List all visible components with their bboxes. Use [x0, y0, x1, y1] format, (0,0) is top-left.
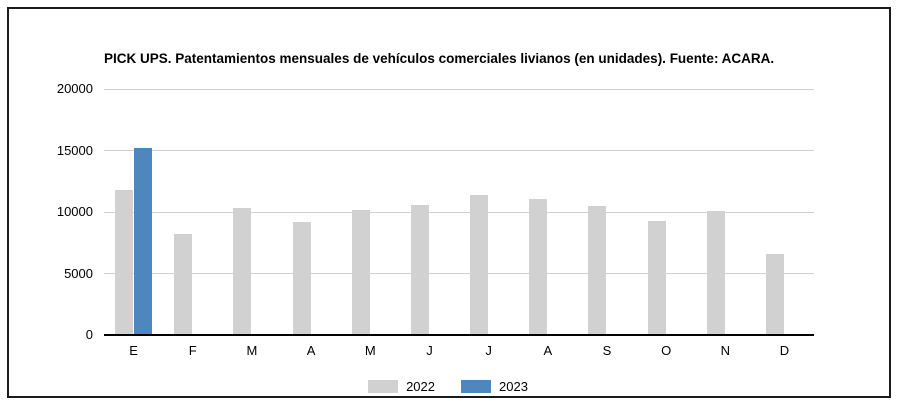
bar-slot-2022-4 [351, 89, 370, 335]
gridline-20000 [104, 88, 814, 90]
bar-2022-7 [529, 199, 548, 335]
bar-slot-2023-2 [252, 89, 270, 335]
gridline-15000 [104, 150, 814, 151]
legend-item-2022: 2022 [368, 379, 435, 394]
bar-slot-2023-6 [489, 89, 507, 335]
bar-slot-2022-1 [174, 89, 193, 335]
bar-2022-5 [410, 204, 429, 335]
bar-group-8 [577, 89, 636, 335]
bar-slot-2022-9 [647, 89, 666, 335]
x-axis-label-11: D [779, 343, 790, 358]
legend-label-2023: 2023 [499, 379, 528, 394]
bar-2022-2 [233, 208, 252, 335]
bar-group-10 [696, 89, 755, 335]
legend-label-2022: 2022 [406, 379, 435, 394]
bar-group-1 [163, 89, 222, 335]
bar-2022-0 [115, 189, 134, 335]
y-axis-label-0: 0 [85, 327, 93, 342]
bar-slot-2022-11 [765, 89, 784, 335]
bar-2022-4 [351, 209, 370, 335]
x-axis-line [104, 334, 814, 336]
x-axis-label-7: A [543, 343, 553, 358]
chart-title: PICK UPS. Patentamientos mensuales de ve… [104, 51, 775, 66]
bar-group-2 [222, 89, 281, 335]
plot-area [104, 88, 814, 336]
bar-group-4 [341, 89, 400, 335]
bar-2022-8 [588, 205, 607, 335]
y-axis-label-15000: 15000 [56, 142, 93, 158]
bar-groups [104, 89, 814, 335]
y-axis-label-10000: 10000 [56, 204, 93, 219]
legend-item-2023: 2023 [461, 379, 528, 394]
bar-2022-11 [765, 254, 784, 335]
y-axis-label-5000: 5000 [64, 265, 93, 281]
x-axis-label-2: M [246, 343, 258, 358]
bar-slot-2022-0 [115, 89, 134, 335]
bar-slot-2023-9 [667, 89, 685, 335]
x-axis-label-0: E [129, 343, 138, 358]
bar-slot-2023-11 [785, 89, 803, 335]
x-axis-label-10: N [720, 343, 730, 358]
bar-group-7 [518, 89, 577, 335]
bar-2022-1 [174, 233, 193, 335]
bar-group-9 [637, 89, 696, 335]
bar-slot-2022-10 [706, 89, 725, 335]
bar-group-11 [755, 89, 814, 335]
y-axis-label-20000: 20000 [56, 81, 93, 96]
bar-2022-6 [470, 194, 489, 335]
bar-2022-10 [706, 211, 725, 335]
bar-slot-2023-8 [607, 89, 625, 335]
bar-slot-2023-3 [312, 89, 330, 335]
gridline-10000 [104, 211, 814, 213]
bar-2023-0 [134, 148, 153, 335]
legend-swatch-2022 [368, 380, 399, 393]
bar-slot-2023-10 [726, 89, 744, 335]
x-axis-label-3: A [306, 343, 316, 358]
bar-2022-9 [647, 220, 666, 335]
bar-slot-2022-3 [292, 89, 311, 335]
bar-group-3 [282, 89, 341, 335]
x-axis-label-8: S [602, 343, 612, 358]
bar-slot-2022-7 [529, 89, 548, 335]
bar-2022-3 [292, 221, 311, 335]
bar-slot-2023-4 [371, 89, 389, 335]
bar-slot-2022-8 [588, 89, 607, 335]
x-axis-label-5: J [426, 343, 433, 358]
bar-slot-2022-6 [470, 89, 489, 335]
bar-group-5 [400, 89, 459, 335]
bar-slot-2022-2 [233, 89, 252, 335]
x-axis-label-9: O [661, 343, 672, 358]
legend-swatch-2023 [461, 380, 491, 393]
x-axis-label-1: F [188, 343, 197, 358]
bar-group-0 [104, 89, 163, 335]
gridline-5000 [104, 273, 814, 274]
x-axis-label-6: J [485, 343, 492, 358]
chart-frame: PICK UPS. Patentamientos mensuales de ve… [7, 7, 891, 398]
bar-slot-2023-5 [430, 89, 448, 335]
bar-slot-2023-1 [193, 89, 211, 335]
legend: 2022 2023 [16, 379, 880, 394]
bar-slot-2022-5 [410, 89, 429, 335]
x-axis-label-4: M [364, 343, 376, 358]
bar-slot-2023-0 [134, 89, 153, 335]
bar-slot-2023-7 [548, 89, 566, 335]
bar-group-6 [459, 89, 518, 335]
